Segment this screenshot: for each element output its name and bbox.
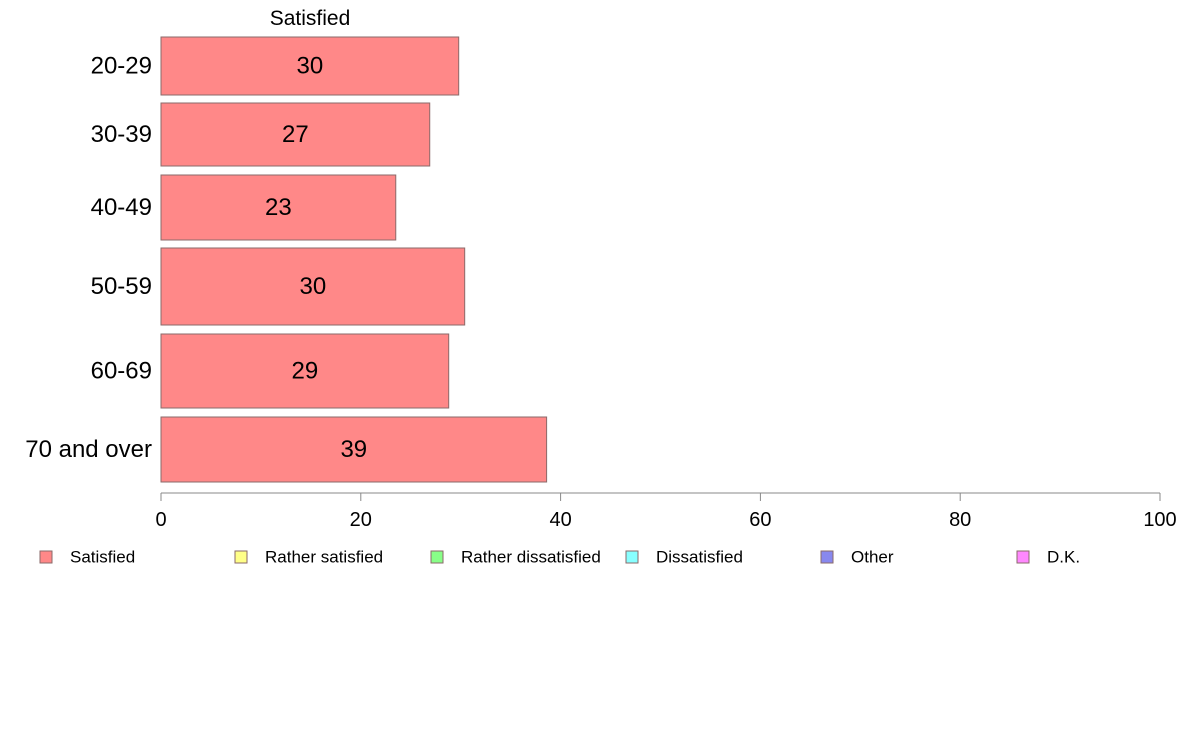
legend-label: Dissatisfied	[656, 548, 743, 567]
category-label: 60-69	[91, 358, 152, 385]
bars-group: 20-29 30 30-39 27 40-49 23 50-59 30 60-69 29 70 an…	[25, 36, 548, 483]
category-label: 40-49	[91, 194, 152, 221]
value-label: 29	[292, 358, 319, 385]
legend-swatch	[1016, 550, 1030, 564]
x-tick-label: 20	[350, 509, 372, 531]
x-axis: 0 20 40 60 80 100	[155, 492, 1177, 531]
x-tick-label: 60	[749, 509, 771, 531]
legend-swatch	[39, 550, 53, 564]
bar-20-29	[160, 36, 460, 96]
x-tick-label: 80	[949, 509, 971, 531]
legend-label: Satisfied	[70, 548, 135, 567]
legend-swatch	[234, 550, 248, 564]
legend-swatch	[430, 550, 444, 564]
legend-swatch	[625, 550, 639, 564]
value-label: 30	[296, 53, 323, 80]
value-label: 39	[340, 436, 367, 463]
value-label: 30	[299, 273, 326, 300]
bar-40-49	[160, 174, 397, 241]
value-label: 27	[282, 121, 309, 148]
legend-label: Rather satisfied	[265, 548, 383, 567]
legend-label: Rather dissatisfied	[461, 548, 601, 567]
legend-swatch	[820, 550, 834, 564]
bar-50-59	[160, 247, 466, 326]
x-tick-label: 40	[549, 509, 571, 531]
bar-70-and-over	[160, 416, 548, 483]
x-tick-label: 100	[1143, 509, 1176, 531]
legend: Satisfied Rather satisfied Rather dissatis…	[39, 548, 1080, 567]
legend-label: D.K.	[1047, 548, 1080, 567]
category-label: 50-59	[91, 273, 152, 300]
x-tick-label: 0	[155, 509, 166, 531]
category-label: 70 and over	[25, 436, 152, 463]
column-header: Satisfied	[270, 7, 351, 30]
value-label: 23	[265, 194, 292, 221]
category-label: 30-39	[91, 121, 152, 148]
bar-60-69	[160, 333, 450, 409]
bar-30-39	[160, 102, 431, 167]
category-label: 20-29	[91, 53, 152, 80]
legend-label: Other	[851, 548, 894, 567]
